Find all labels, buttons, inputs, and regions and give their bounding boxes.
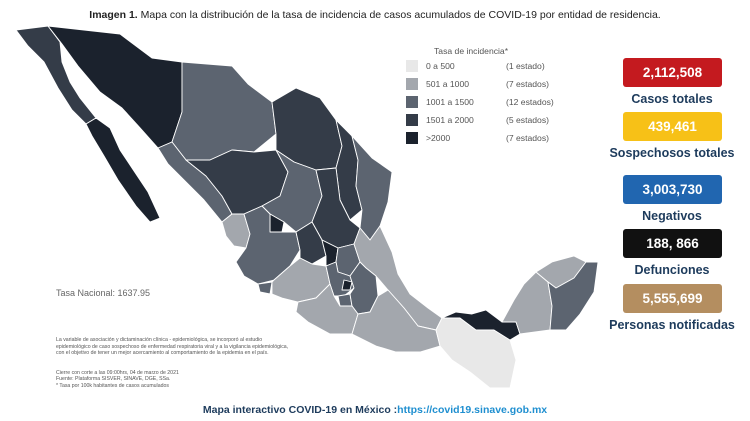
methodology-note: La variable de asociación y dictaminació…	[56, 337, 366, 357]
stat-label: Sospechosos totales	[609, 146, 735, 160]
region-zacatecas[interactable]	[261, 149, 323, 233]
region-guerrero[interactable]	[295, 283, 359, 335]
stat-value-box: 2,112,508	[623, 58, 722, 87]
legend-title: Tasa de incidencia*	[434, 46, 509, 56]
legend-range: >2000	[426, 133, 451, 143]
footer-text: Mapa interactivo COVID-19 en México :	[202, 404, 398, 416]
stat-value-box: 3,003,730	[623, 175, 722, 204]
stat-value-box: 439,461	[623, 112, 722, 141]
map-link[interactable]: https://covid19.sinave.gob.mx	[397, 404, 548, 416]
legend-range: 0 a 500	[426, 61, 455, 71]
legend-swatch	[406, 78, 418, 90]
region-chihuahua[interactable]	[171, 61, 277, 161]
region-ciudad-de-mexico[interactable]	[341, 279, 353, 291]
region-baja-california-sur[interactable]	[85, 117, 161, 223]
stat-label: Negativos	[642, 209, 702, 223]
region-tamaulipas[interactable]	[351, 135, 393, 241]
region-oaxaca[interactable]	[351, 289, 441, 353]
stat-label: Personas notificadas	[609, 318, 735, 332]
stat-label: Casos totales	[631, 92, 713, 106]
region-guanajuato[interactable]	[295, 221, 327, 265]
legend-range: 501 a 1000	[426, 79, 470, 89]
note-line: epidemiológico de caso sospechoso de enf…	[56, 343, 289, 350]
legend-swatch	[406, 96, 418, 108]
stat-casos-totales: 2,112,508 Casos totales	[597, 58, 747, 111]
legend-count: (5 estados)	[506, 115, 549, 125]
national-rate: Tasa Nacional: 1637.95	[56, 288, 151, 298]
source-line: * Tasa por 100k habitantes de casos acum…	[56, 382, 169, 389]
legend-count: (7 estados)	[506, 133, 549, 143]
legend-swatch	[406, 114, 418, 126]
footer: Mapa interactivo COVID-19 en México :htt…	[0, 404, 750, 416]
legend-range: 1501 a 2000	[426, 115, 474, 125]
region-quintana-roo[interactable]	[547, 261, 599, 331]
legend-count: (7 estados)	[506, 79, 549, 89]
stat-label: Defunciones	[634, 263, 710, 277]
legend-count: (12 estados)	[506, 97, 554, 107]
legend-range: 1001 a 1500	[426, 97, 474, 107]
figure-caption: Imagen 1. Mapa con la distribución de la…	[0, 9, 750, 21]
stat-negativos: 3,003,730 Negativos	[597, 175, 747, 228]
stat-value-box: 5,555,699	[623, 284, 722, 313]
caption-label: Imagen 1.	[89, 9, 138, 21]
legend-swatch	[406, 132, 418, 144]
stat-personas-notificadas: 5,555,699 Personas notificadas	[597, 284, 747, 337]
legend-count: (1 estado)	[506, 61, 545, 71]
caption-text: Mapa con la distribución de la tasa de i…	[140, 9, 661, 21]
region-colima[interactable]	[257, 281, 273, 295]
stat-sospechosos-totales: 439,461 Sospechosos totales	[597, 112, 747, 165]
note-line: con el objetivo de tener un mejor acerca…	[56, 350, 269, 357]
stat-value-box: 188, 866	[623, 229, 722, 258]
source-note: Cierre con corte a las 09:00hrs, 04 de m…	[56, 370, 366, 389]
stat-defunciones: 188, 866 Defunciones	[597, 229, 747, 282]
source-line: Fuente: Plataforma SISVER, SINAVE, DGE, …	[56, 376, 171, 383]
source-line: Cierre con corte a las 09:00hrs, 04 de m…	[56, 370, 179, 376]
legend-swatch	[406, 60, 418, 72]
note-line: La variable de asociación y dictaminació…	[56, 337, 263, 343]
